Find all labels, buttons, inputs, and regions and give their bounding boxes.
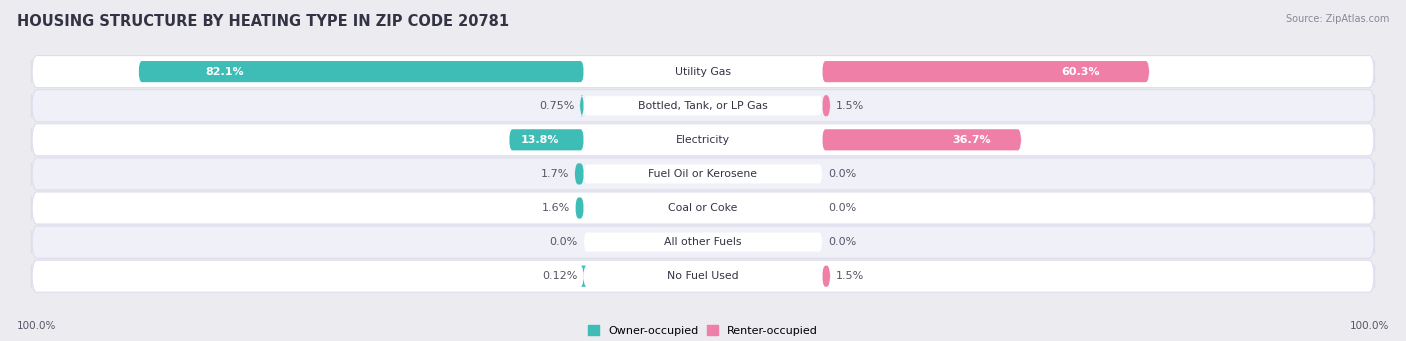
Text: Source: ZipAtlas.com: Source: ZipAtlas.com bbox=[1285, 14, 1389, 24]
FancyBboxPatch shape bbox=[509, 129, 583, 150]
FancyBboxPatch shape bbox=[823, 266, 830, 287]
Text: 36.7%: 36.7% bbox=[953, 135, 991, 145]
FancyBboxPatch shape bbox=[583, 62, 823, 81]
Text: Utility Gas: Utility Gas bbox=[675, 66, 731, 77]
FancyBboxPatch shape bbox=[575, 163, 583, 184]
FancyBboxPatch shape bbox=[31, 56, 1375, 88]
Text: 0.0%: 0.0% bbox=[828, 203, 858, 213]
Text: All other Fuels: All other Fuels bbox=[664, 237, 742, 247]
Text: 100.0%: 100.0% bbox=[1350, 321, 1389, 331]
Text: Bottled, Tank, or LP Gas: Bottled, Tank, or LP Gas bbox=[638, 101, 768, 111]
FancyBboxPatch shape bbox=[581, 266, 586, 287]
FancyBboxPatch shape bbox=[823, 95, 830, 116]
Text: 1.5%: 1.5% bbox=[835, 101, 863, 111]
Text: 0.75%: 0.75% bbox=[538, 101, 575, 111]
Text: 60.3%: 60.3% bbox=[1062, 66, 1099, 77]
Text: 82.1%: 82.1% bbox=[205, 66, 243, 77]
Text: 1.5%: 1.5% bbox=[835, 271, 863, 281]
Text: 13.8%: 13.8% bbox=[520, 135, 558, 145]
Text: 1.6%: 1.6% bbox=[541, 203, 569, 213]
FancyBboxPatch shape bbox=[31, 124, 1375, 156]
FancyBboxPatch shape bbox=[138, 61, 583, 82]
Text: 0.0%: 0.0% bbox=[828, 169, 858, 179]
FancyBboxPatch shape bbox=[583, 130, 823, 149]
Text: Coal or Coke: Coal or Coke bbox=[668, 203, 738, 213]
FancyBboxPatch shape bbox=[31, 226, 1375, 258]
FancyBboxPatch shape bbox=[583, 233, 823, 252]
FancyBboxPatch shape bbox=[583, 164, 823, 183]
FancyBboxPatch shape bbox=[579, 95, 583, 116]
Text: Fuel Oil or Kerosene: Fuel Oil or Kerosene bbox=[648, 169, 758, 179]
Text: 0.12%: 0.12% bbox=[543, 271, 578, 281]
FancyBboxPatch shape bbox=[31, 192, 1375, 224]
FancyBboxPatch shape bbox=[823, 61, 1149, 82]
FancyBboxPatch shape bbox=[823, 129, 1021, 150]
Text: 1.7%: 1.7% bbox=[541, 169, 569, 179]
FancyBboxPatch shape bbox=[31, 90, 1375, 122]
FancyBboxPatch shape bbox=[575, 197, 583, 219]
Text: 0.0%: 0.0% bbox=[548, 237, 578, 247]
FancyBboxPatch shape bbox=[583, 267, 823, 286]
FancyBboxPatch shape bbox=[31, 260, 1375, 292]
FancyBboxPatch shape bbox=[583, 96, 823, 115]
Text: 0.0%: 0.0% bbox=[828, 237, 858, 247]
FancyBboxPatch shape bbox=[31, 158, 1375, 190]
Legend: Owner-occupied, Renter-occupied: Owner-occupied, Renter-occupied bbox=[583, 321, 823, 340]
FancyBboxPatch shape bbox=[583, 198, 823, 218]
Text: HOUSING STRUCTURE BY HEATING TYPE IN ZIP CODE 20781: HOUSING STRUCTURE BY HEATING TYPE IN ZIP… bbox=[17, 14, 509, 29]
Text: No Fuel Used: No Fuel Used bbox=[668, 271, 738, 281]
Text: Electricity: Electricity bbox=[676, 135, 730, 145]
Text: 100.0%: 100.0% bbox=[17, 321, 56, 331]
